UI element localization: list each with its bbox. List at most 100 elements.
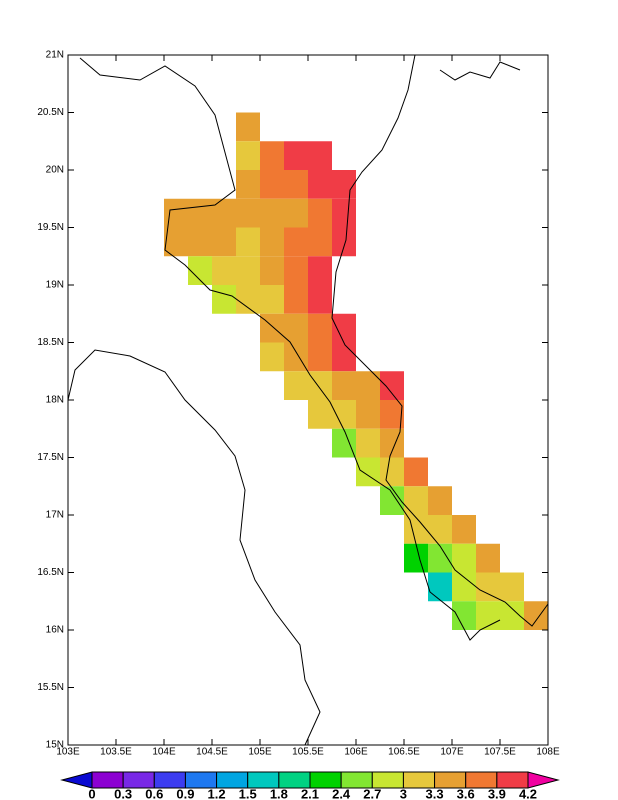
cell <box>164 198 188 228</box>
y-tick-label: 20N <box>46 165 64 176</box>
cell <box>428 515 452 544</box>
x-tick-label: 106.5E <box>388 747 420 758</box>
colorbar-label: 4.2 <box>519 786 537 800</box>
cell <box>284 198 308 228</box>
cell <box>380 486 404 515</box>
cell <box>308 170 332 199</box>
colorbar-label: 0.6 <box>145 786 163 800</box>
cell <box>236 198 260 228</box>
cell <box>308 285 332 314</box>
cell <box>164 227 188 257</box>
cell <box>284 313 308 343</box>
coastline <box>439 61 521 81</box>
cells <box>164 112 548 630</box>
x-tick-label: 108E <box>536 747 560 758</box>
colorbar-label: 0.3 <box>114 786 132 800</box>
cell <box>332 313 356 343</box>
cell <box>212 256 236 285</box>
cell <box>236 141 260 170</box>
colorbar-label: 0 <box>88 786 95 800</box>
y-tick-label: 19N <box>46 280 64 291</box>
x-tick-label: 103.5E <box>100 747 132 758</box>
y-tick-label: 16N <box>46 625 64 636</box>
colorbar-label: 1.2 <box>208 786 226 800</box>
cell <box>404 457 428 487</box>
colorbar-label: 3.3 <box>426 786 444 800</box>
cell <box>260 285 284 314</box>
border <box>67 349 321 746</box>
colorbar-label: 1.5 <box>239 786 257 800</box>
y-tick-label: 19.5N <box>37 222 64 233</box>
y-tick-label: 17.5N <box>37 452 64 463</box>
cell <box>260 313 284 343</box>
cell <box>284 342 308 372</box>
x-tick-label: 107E <box>440 747 464 758</box>
colorbar: 0 0.3 0.6 0.9 1.2 1.5 1.8 2.1 2.4 2.7 3 3.3 3.6 3.9 4.… <box>60 771 560 800</box>
cell <box>260 198 284 228</box>
cell <box>308 141 332 170</box>
colorbar-label: 2.7 <box>363 786 381 800</box>
cell <box>260 342 284 372</box>
cell <box>236 285 260 314</box>
cell <box>308 227 332 257</box>
cell <box>308 342 332 372</box>
colorbar-label: 3.6 <box>457 786 475 800</box>
x-tick-label: 103E <box>56 747 80 758</box>
y-tick-label: 21N <box>46 50 64 61</box>
coastline <box>331 54 549 627</box>
cell <box>212 198 236 228</box>
axes: 103E 103.5E 104E 104.5E 105E 105.5E 106E 106.5E… <box>37 50 560 758</box>
cell <box>212 285 236 314</box>
cell <box>308 198 332 228</box>
colorbar-label: 2.1 <box>301 786 319 800</box>
cell <box>404 515 428 544</box>
y-tick-label: 15N <box>46 740 64 751</box>
cell <box>188 227 212 257</box>
colorbar-label: 2.4 <box>332 786 351 800</box>
cell <box>404 486 428 515</box>
x-tick-label: 105.5E <box>292 747 324 758</box>
cell <box>260 170 284 199</box>
cell <box>476 572 500 602</box>
colorbar-label: 3.9 <box>488 786 506 800</box>
colorbar-arrow <box>527 771 560 789</box>
cell <box>380 457 404 487</box>
x-tick-label: 104E <box>152 747 176 758</box>
y-tick-label: 20.5N <box>37 107 64 118</box>
cell <box>356 457 380 487</box>
cell <box>236 112 260 142</box>
border <box>79 57 501 641</box>
colorbar-label: 1.8 <box>270 786 288 800</box>
cell <box>452 515 476 544</box>
cell <box>332 170 356 199</box>
cell <box>308 256 332 285</box>
y-tick-label: 17N <box>46 510 64 521</box>
cell <box>260 256 284 285</box>
x-tick-label: 107.5E <box>484 747 516 758</box>
cell <box>380 371 404 400</box>
cell <box>308 371 332 400</box>
cell <box>380 428 404 458</box>
cell <box>452 543 476 573</box>
cell <box>284 371 308 400</box>
y-tick-label: 16.5N <box>37 567 64 578</box>
colorbar-label: 0.9 <box>176 786 194 800</box>
colorbar-label: 3 <box>400 786 407 800</box>
cell <box>476 601 500 630</box>
cell <box>428 543 452 573</box>
cell <box>284 227 308 257</box>
x-tick-label: 106E <box>344 747 368 758</box>
cell <box>284 170 308 199</box>
cell <box>428 572 452 602</box>
geography <box>67 54 549 746</box>
cell <box>236 170 260 199</box>
cell <box>332 227 356 257</box>
cell <box>404 543 428 573</box>
cell <box>356 371 380 400</box>
cell <box>476 543 500 573</box>
cell <box>212 227 236 257</box>
cell <box>188 198 212 228</box>
cell <box>284 256 308 285</box>
cell <box>356 428 380 458</box>
